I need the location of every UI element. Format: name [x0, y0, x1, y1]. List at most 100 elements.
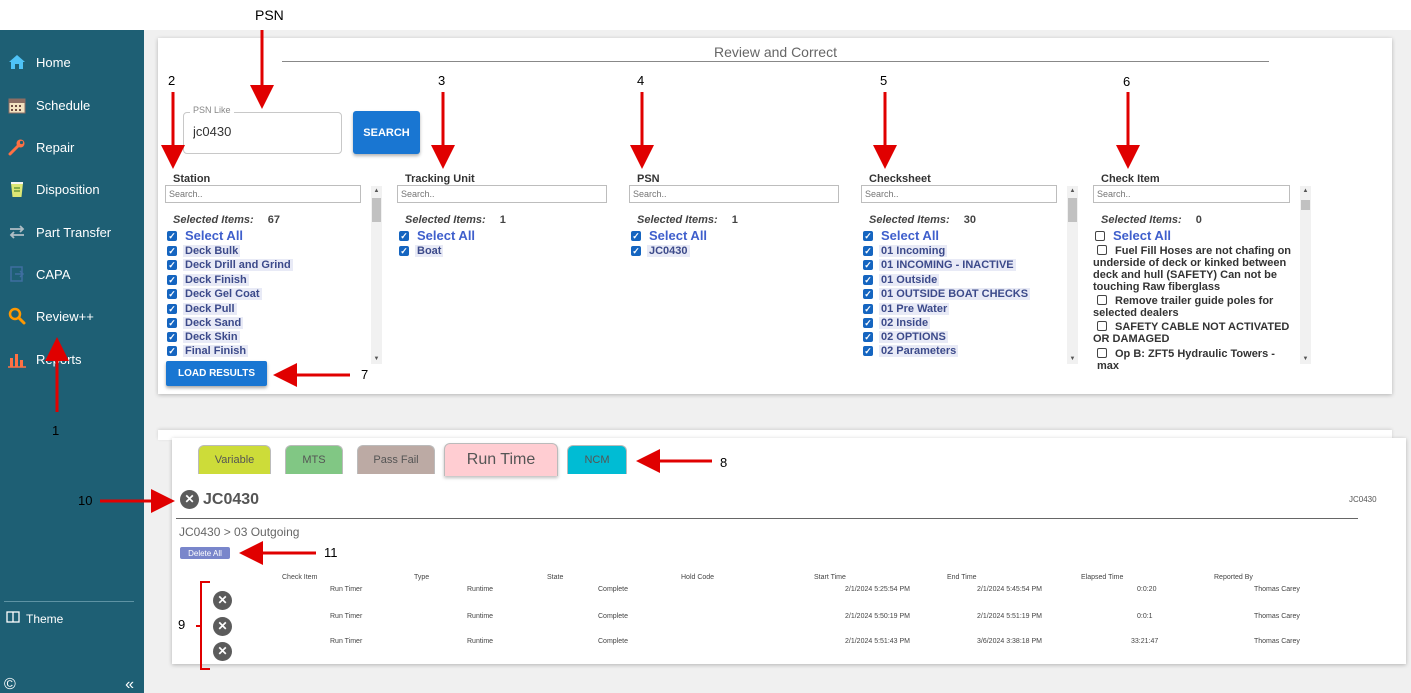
checkbox-checked-icon[interactable]: ✓: [631, 230, 641, 241]
checkbox-checked-icon[interactable]: ✓: [167, 304, 177, 314]
checkbox-unchecked-icon[interactable]: [1095, 230, 1105, 241]
checkbox-checked-icon[interactable]: ✓: [167, 289, 177, 299]
checkbox-checked-icon[interactable]: ✓: [863, 230, 873, 241]
search-button[interactable]: SEARCH: [353, 111, 420, 154]
station-item[interactable]: ✓ Final Finish: [167, 345, 249, 357]
checkbox-checked-icon[interactable]: ✓: [167, 318, 177, 328]
annotation-6: 6: [1123, 74, 1131, 89]
calendar-icon: [6, 95, 28, 115]
column-header-end-time: End Time: [947, 574, 977, 581]
checksheet-item[interactable]: ✓ 01 INCOMING - INACTIVE: [863, 259, 1016, 271]
checksheet-search-input[interactable]: [861, 185, 1057, 203]
annotation-9: 9: [178, 617, 186, 632]
sidebar-item-review[interactable]: Review++: [0, 301, 144, 331]
checkbox-unchecked-icon[interactable]: [1097, 245, 1107, 255]
checkbox-checked-icon[interactable]: ✓: [167, 346, 177, 356]
checkbox-checked-icon[interactable]: ✓: [167, 246, 177, 256]
tab-mts[interactable]: MTS: [285, 445, 343, 474]
title-divider: [282, 61, 1269, 62]
collapse-sidebar-icon[interactable]: «: [125, 676, 134, 693]
checksheet-select-all[interactable]: ✓ Select All: [863, 228, 940, 243]
search-icon: [6, 306, 28, 326]
checkbox-unchecked-icon[interactable]: [1097, 295, 1107, 305]
checkbox-checked-icon[interactable]: ✓: [863, 332, 873, 342]
station-item[interactable]: ✓ Deck Skin: [167, 331, 240, 343]
psn-item[interactable]: ✓ JC0430: [631, 245, 690, 257]
station-item[interactable]: ✓ Deck Finish: [167, 274, 249, 286]
check-item-option[interactable]: Remove trailer guide poles for selected …: [1093, 295, 1274, 319]
tracking-unit-item[interactable]: ✓ Boat: [399, 245, 444, 257]
checkbox-checked-icon[interactable]: ✓: [863, 304, 873, 314]
checksheet-scrollbar[interactable]: ▲ ▼: [1067, 186, 1078, 364]
checkbox-checked-icon[interactable]: ✓: [167, 230, 177, 241]
checkbox-checked-icon[interactable]: ✓: [167, 332, 177, 342]
check-item-option[interactable]: Fuel Fill Hoses are not chafing on under…: [1093, 245, 1292, 293]
delete-row-icon[interactable]: ✕: [213, 591, 232, 610]
station-scrollbar[interactable]: ▲ ▼: [371, 186, 382, 364]
checkbox-checked-icon[interactable]: ✓: [863, 246, 873, 256]
station-item[interactable]: ✓ Deck Bulk: [167, 245, 241, 257]
checkbox-checked-icon[interactable]: ✓: [167, 275, 177, 285]
checksheet-item[interactable]: ✓ 02 Parameters: [863, 345, 959, 357]
checkbox-checked-icon[interactable]: ✓: [863, 346, 873, 356]
tab-ncm[interactable]: NCM: [567, 445, 627, 474]
checkbox-unchecked-icon[interactable]: [1097, 321, 1107, 331]
tab-pass-fail[interactable]: Pass Fail: [357, 445, 435, 474]
tracking-unit-select-all[interactable]: ✓ Select All: [399, 228, 476, 243]
delete-all-button[interactable]: Delete All: [180, 547, 230, 559]
check-item-scrollbar[interactable]: ▲ ▼: [1300, 186, 1311, 364]
checksheet-item[interactable]: ✓ 01 Outside: [863, 274, 940, 286]
checksheet-item[interactable]: ✓ 02 Inside: [863, 317, 931, 329]
checksheet-item[interactable]: ✓ 01 Pre Water: [863, 303, 950, 315]
checkbox-unchecked-icon[interactable]: [1097, 348, 1107, 358]
psn-label-right: JC0430: [1349, 495, 1377, 504]
checksheet-item[interactable]: ✓ 01 OUTSIDE BOAT CHECKS: [863, 288, 1031, 300]
tab-variable[interactable]: Variable: [198, 445, 271, 474]
sidebar-item-label: Disposition: [36, 181, 100, 197]
check-item-option[interactable]: Op B: ZFT5 Hydraulic Towers - max: [1097, 348, 1275, 372]
tracking-unit-selected-count: Selected Items: 1: [405, 214, 506, 226]
checkbox-checked-icon[interactable]: ✓: [863, 289, 873, 299]
cell-check-item: Run Timer: [330, 613, 363, 620]
cell-state: Complete: [598, 638, 628, 645]
checkbox-checked-icon[interactable]: ✓: [863, 318, 873, 328]
tracking-unit-search-input[interactable]: [397, 185, 607, 203]
theme-toggle[interactable]: Theme: [6, 610, 63, 627]
psn-like-input[interactable]: [193, 124, 333, 139]
checkbox-checked-icon[interactable]: ✓: [399, 246, 409, 256]
station-item[interactable]: ✓ Deck Pull: [167, 303, 237, 315]
sidebar-item-capa[interactable]: CAPA: [0, 259, 144, 289]
station-item[interactable]: ✓ Deck Sand: [167, 317, 244, 329]
checkbox-checked-icon[interactable]: ✓: [863, 275, 873, 285]
sidebar-item-repair[interactable]: Repair: [0, 132, 144, 162]
station-item[interactable]: ✓ Deck Drill and Grind: [167, 259, 293, 271]
cell-state: Complete: [598, 586, 628, 593]
sidebar-item-label: Part Transfer: [36, 224, 112, 240]
sidebar-footer: © «: [4, 676, 134, 693]
checkbox-checked-icon[interactable]: ✓: [399, 230, 409, 241]
station-select-all[interactable]: ✓ Select All: [167, 228, 244, 243]
check-item-select-all[interactable]: Select All: [1095, 228, 1173, 243]
tab-run-time[interactable]: Run Time: [444, 443, 558, 476]
checksheet-item[interactable]: ✓ 01 Incoming: [863, 245, 948, 257]
checkbox-checked-icon[interactable]: ✓: [631, 246, 641, 256]
checkbox-checked-icon[interactable]: ✓: [167, 260, 177, 270]
delete-row-icon[interactable]: ✕: [213, 642, 232, 661]
check-item-option[interactable]: SAFETY CABLE NOT ACTIVATED OR DAMAGED: [1093, 321, 1290, 345]
sidebar-item-home[interactable]: Home: [0, 47, 144, 77]
check-item-search-input[interactable]: [1093, 185, 1290, 203]
station-search-input[interactable]: [165, 185, 361, 203]
sidebar-item-reports[interactable]: Reports: [0, 344, 144, 374]
sidebar-item-part-transfer[interactable]: Part Transfer: [0, 217, 144, 247]
cell-elapsed-time: 0:0:20: [1137, 586, 1157, 593]
sidebar-item-schedule[interactable]: Schedule: [0, 90, 144, 120]
load-results-button[interactable]: LOAD RESULTS: [166, 361, 267, 386]
checkbox-checked-icon[interactable]: ✓: [863, 260, 873, 270]
station-item[interactable]: ✓ Deck Gel Coat: [167, 288, 262, 300]
checksheet-item[interactable]: ✓ 02 OPTIONS: [863, 331, 948, 343]
sidebar-item-disposition[interactable]: Disposition: [0, 174, 144, 204]
delete-row-icon[interactable]: ✕: [213, 617, 232, 636]
psn-select-all[interactable]: ✓ Select All: [631, 228, 708, 243]
psn-search-input[interactable]: [629, 185, 839, 203]
remove-psn-icon[interactable]: ✕: [180, 490, 199, 509]
